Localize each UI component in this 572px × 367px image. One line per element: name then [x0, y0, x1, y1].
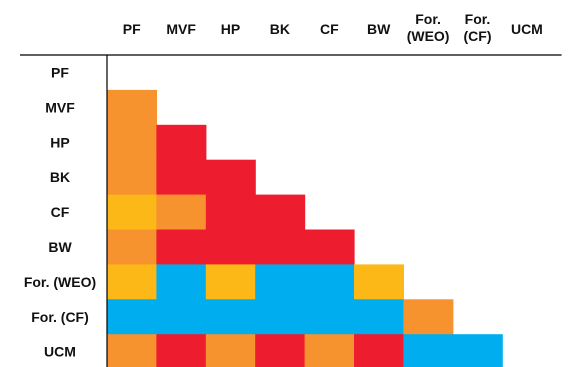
column-labels: PF MVF HP BK CF BW For. (WEO) For. (CF) UCM — [123, 11, 543, 44]
cell-ucm-cf — [304, 334, 355, 367]
cell-ucm-hp — [205, 334, 256, 367]
row-label-for-weo: For. (WEO) — [24, 274, 96, 290]
cell-for-weo-bk — [255, 264, 306, 300]
cell-for-weo-hp — [205, 264, 256, 300]
cell-cf-pf — [107, 194, 157, 231]
cell-ucm-mvf — [156, 334, 207, 367]
cell-for-cf-for-weo — [403, 299, 454, 335]
cell-for-cf-mvf — [156, 299, 207, 335]
cell-for-cf-bk — [255, 299, 306, 335]
cell-mvf-pf — [107, 89, 157, 126]
row-label-for-cf: For. (CF) — [31, 309, 89, 325]
cell-hp-pf — [107, 124, 157, 161]
cell-ucm-bw — [354, 334, 404, 367]
column-label-bw: BW — [367, 21, 391, 37]
cell-bk-pf — [107, 159, 157, 196]
axes-layer — [20, 54, 562, 367]
column-label-mvf: MVF — [166, 21, 196, 37]
cell-for-cf-bw — [354, 299, 404, 335]
cell-for-weo-mvf — [156, 264, 207, 300]
column-label-for-cf: For. (CF) — [464, 11, 492, 44]
cell-for-weo-pf — [107, 264, 157, 300]
cell-for-weo-cf — [304, 264, 355, 300]
cell-ucm-bk — [255, 334, 306, 367]
cell-cf-mvf — [156, 194, 207, 231]
column-label-cf: CF — [320, 21, 339, 37]
cell-ucm-for-cf — [452, 334, 503, 367]
column-label-pf: PF — [123, 21, 141, 37]
cell-ucm-for-weo — [403, 334, 454, 367]
column-label-ucm: UCM — [511, 21, 543, 37]
row-labels: PF MVF HP BK CF BW For. (WEO) For. (CF) UCM — [24, 64, 96, 359]
cell-bw-cf — [304, 229, 355, 265]
column-label-bk: BK — [270, 21, 290, 37]
cell-for-cf-cf — [304, 299, 355, 335]
cell-cf-hp — [205, 194, 256, 231]
cell-bw-pf — [107, 229, 157, 265]
cell-bw-bk — [255, 229, 306, 265]
row-label-bk: BK — [50, 169, 70, 185]
cell-for-cf-hp — [205, 299, 256, 335]
row-label-ucm: UCM — [44, 344, 76, 360]
row-label-pf: PF — [51, 64, 69, 80]
cell-bw-mvf — [156, 229, 207, 265]
cells-layer — [107, 89, 503, 367]
cell-for-weo-bw — [354, 264, 404, 300]
row-label-hp: HP — [50, 134, 69, 150]
cell-bk-mvf — [156, 159, 207, 196]
row-label-bw: BW — [48, 239, 72, 255]
cell-hp-mvf — [156, 124, 207, 161]
cell-cf-bk — [255, 194, 306, 231]
cell-bw-hp — [205, 229, 256, 265]
row-label-mvf: MVF — [45, 99, 75, 115]
cell-for-cf-pf — [107, 299, 157, 335]
column-label-hp: HP — [221, 21, 240, 37]
column-label-for-weo: For. (WEO) — [407, 11, 450, 44]
cell-bk-hp — [205, 159, 256, 196]
cell-ucm-pf — [107, 334, 157, 367]
row-label-cf: CF — [51, 204, 70, 220]
